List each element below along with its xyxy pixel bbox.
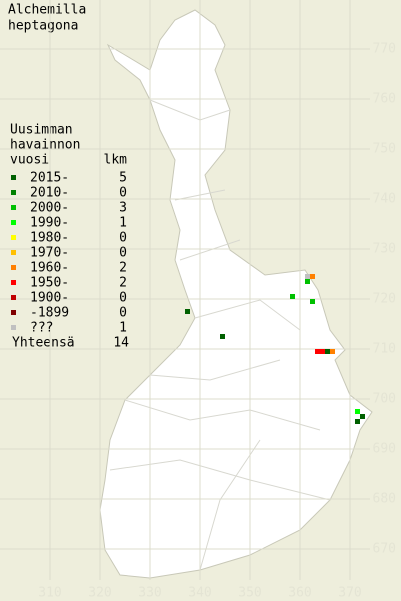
legend-swatch [11, 325, 16, 330]
observation-square [305, 274, 310, 279]
y-tick-label: 750 [373, 142, 396, 157]
legend-count: 0 [119, 231, 127, 246]
y-tick-label: 760 [373, 92, 396, 107]
legend-count: 0 [119, 306, 127, 321]
y-tick-label: 710 [373, 342, 396, 357]
legend-header: lkm [104, 153, 128, 168]
y-tick-label: 700 [373, 392, 396, 407]
x-tick-label: 350 [238, 586, 261, 601]
legend-label: 1980- [30, 231, 69, 246]
legend-count: 3 [119, 201, 127, 216]
legend-header: vuosi [10, 153, 49, 168]
title: heptagona [8, 19, 78, 34]
legend-header: Uusimman [10, 123, 73, 138]
legend-count: 2 [119, 276, 127, 291]
legend-swatch [11, 190, 16, 195]
legend-label: 2015- [30, 171, 69, 186]
y-tick-label: 730 [373, 242, 396, 257]
legend-label: 1900- [30, 291, 69, 306]
legend-count: 0 [119, 246, 127, 261]
legend-swatch [11, 175, 16, 180]
legend-label: 2010- [30, 186, 69, 201]
legend-label: ??? [30, 321, 53, 336]
y-tick-label: 680 [373, 492, 396, 507]
y-tick-label: 690 [373, 442, 396, 457]
x-tick-label: 340 [188, 586, 211, 601]
legend-label: -1899 [30, 306, 69, 321]
title: Alchemilla [8, 3, 86, 18]
y-tick-label: 770 [373, 42, 396, 57]
x-tick-label: 370 [338, 586, 361, 601]
legend-label: 1970- [30, 246, 69, 261]
legend-swatch [11, 205, 16, 210]
legend-count: 1 [119, 216, 127, 231]
legend-swatch [11, 310, 16, 315]
legend-count: 1 [119, 321, 127, 336]
observation-square [355, 419, 360, 424]
legend-header: havainnon [10, 138, 80, 153]
legend-swatch [11, 265, 16, 270]
observation-square [310, 299, 315, 304]
observation-square [315, 349, 320, 354]
legend-swatch [11, 235, 16, 240]
observation-square [305, 279, 310, 284]
legend-count: 2 [119, 261, 127, 276]
y-tick-label: 670 [373, 542, 396, 557]
legend-label: 1960- [30, 261, 69, 276]
x-tick-label: 310 [38, 586, 61, 601]
land [99, 9, 373, 579]
observation-square [325, 349, 330, 354]
observation-square [185, 309, 190, 314]
x-tick-label: 360 [288, 586, 311, 601]
legend-swatch [11, 280, 16, 285]
legend-count: 0 [119, 291, 127, 306]
total: 14 [113, 336, 129, 351]
observation-square [310, 274, 315, 279]
observation-square [360, 414, 365, 419]
observation-square [355, 409, 360, 414]
legend-swatch [11, 250, 16, 255]
legend-swatch [11, 220, 16, 225]
y-tick-label: 740 [373, 192, 396, 207]
observation-square [220, 334, 225, 339]
observation-square [290, 294, 295, 299]
x-tick-label: 320 [88, 586, 111, 601]
legend-label: 1990- [30, 216, 69, 231]
observation-square [320, 349, 325, 354]
x-tick-label: 330 [138, 586, 161, 601]
observation-square [330, 349, 335, 354]
legend-label: 2000- [30, 201, 69, 216]
legend-swatch [11, 295, 16, 300]
total-label: Yhteensä [12, 336, 75, 351]
legend-count: 0 [119, 186, 127, 201]
legend-count: 5 [119, 171, 127, 186]
legend-label: 1950- [30, 276, 69, 291]
y-tick-label: 720 [373, 292, 396, 307]
